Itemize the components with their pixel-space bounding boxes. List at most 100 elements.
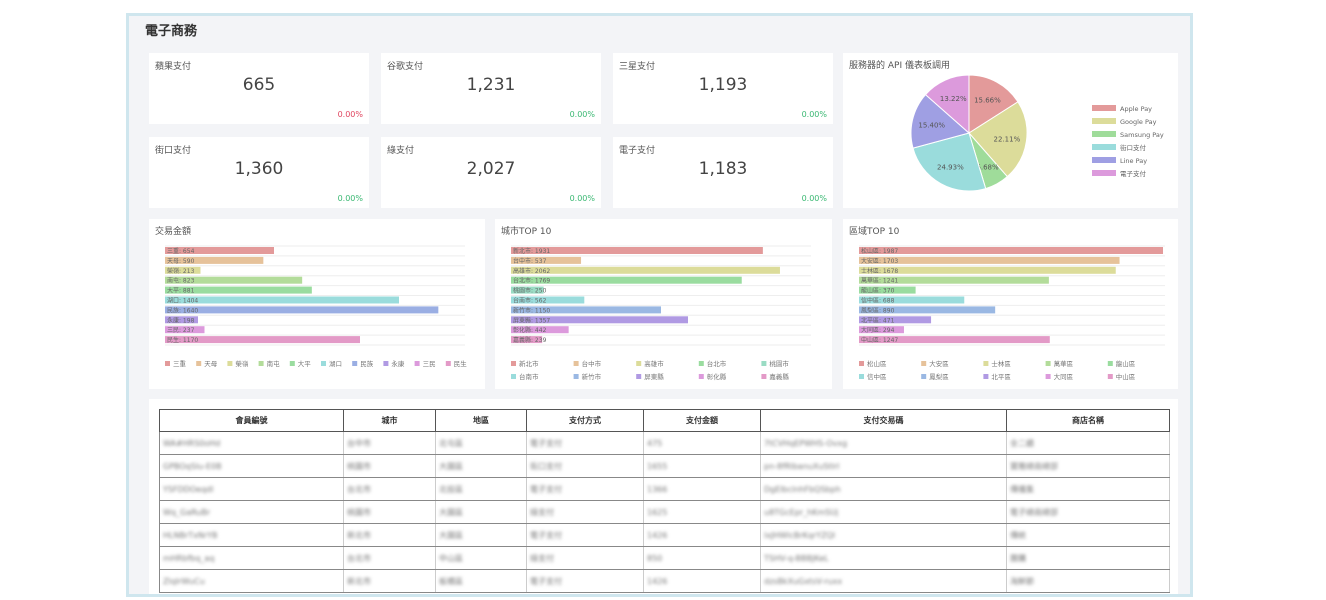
district-bar-chart: 松山區: 1987 大安區: 1703 士林區: 1678 萬華區: 1241 龍山區:… xyxy=(859,245,1165,381)
legend-label: Apple Pay xyxy=(1120,105,1152,113)
district-chart-title: 區域TOP 10 xyxy=(849,227,900,237)
pie-slice[interactable] xyxy=(968,101,1028,178)
table-row[interactable]: mHRbfbq_aq 台北市 中山區 綠支付 850 TSHV-q-BBBJKeL 團購 xyxy=(159,546,1170,570)
legend-label: 士林區 xyxy=(991,359,1011,368)
cell-text: 海鮮節 xyxy=(1010,576,1034,586)
cell-payment-method: 電子支付 xyxy=(526,431,644,455)
bar[interactable] xyxy=(511,247,763,254)
legend-swatch xyxy=(1045,374,1051,379)
table-row[interactable]: GPBOqSlu-E0B 桃園市 大園區 街口支付 1655 pn-8fRlbanuXuS… xyxy=(159,454,1170,478)
legend-label: 街口支付 xyxy=(1120,143,1147,152)
pie-slice[interactable] xyxy=(968,74,1019,134)
table-row[interactable]: HLNBrTxNrYB 新北市 大園區 電子支付 1426 lxJHWlcBrKqrYZQ… xyxy=(159,523,1170,547)
pie-slice[interactable] xyxy=(910,93,971,149)
bar-label: 北平區: 471 xyxy=(861,316,895,324)
bar[interactable] xyxy=(859,266,1116,274)
bar-label: 三重: 654 xyxy=(167,247,195,255)
bar[interactable] xyxy=(859,276,1049,284)
cell-payment-method: 電子支付 xyxy=(526,569,644,593)
legend-label: 台中市 xyxy=(582,359,602,368)
cell-text: 板橋區 xyxy=(439,576,463,586)
header-member-id[interactable]: 會員編號 xyxy=(159,409,344,432)
cell-text: 新北市 xyxy=(347,576,371,586)
header-city[interactable]: 城市 xyxy=(343,409,436,432)
cell-text: 大園區 xyxy=(439,507,463,517)
cell-city: 台北市 xyxy=(343,546,436,570)
legend-label: 天母 xyxy=(204,360,218,368)
bar[interactable] xyxy=(165,266,201,274)
bar[interactable] xyxy=(165,306,439,314)
stat-pct: 0.00% xyxy=(337,194,363,203)
bar[interactable] xyxy=(511,316,688,324)
legend-swatch xyxy=(414,361,420,366)
cell-text: 850 xyxy=(647,553,663,563)
cell-text: HLNBrTxNrYB xyxy=(163,530,218,540)
cell-transaction-code: DgElbclnhFbQSbph xyxy=(760,477,1007,501)
legend-swatch xyxy=(383,361,389,366)
stat-value: 2,027 xyxy=(466,159,516,179)
table-row[interactable]: YSFDDOeqdl 台北市 北投區 電子支付 1366 DgElbclnhFbQSbph… xyxy=(159,477,1170,501)
bar[interactable] xyxy=(511,336,543,344)
cell-amount: 1655 xyxy=(643,454,761,478)
cell-text: TSHV-q-BBBJKeL xyxy=(764,553,829,563)
bar[interactable] xyxy=(165,296,399,304)
cell-store-name: 全二續 xyxy=(1006,431,1170,455)
bar[interactable] xyxy=(511,326,569,334)
bar[interactable] xyxy=(165,286,312,294)
bar[interactable] xyxy=(859,336,1050,344)
bar[interactable] xyxy=(511,306,661,314)
bar[interactable] xyxy=(859,306,996,314)
pie-slice[interactable] xyxy=(924,74,970,135)
pie-slice-label: 15.66% xyxy=(974,96,1001,104)
bar[interactable] xyxy=(165,316,198,324)
bar[interactable] xyxy=(511,276,742,284)
bar-label: 南屯: 823 xyxy=(167,277,195,285)
amount-chart-card: 交易金額 三重: 654 天母: 590 榮嶺: 213 南屯: 823 大平: 881… xyxy=(149,219,485,389)
cell-text: 7tCVHqEPWHS-Ovxg xyxy=(764,438,848,448)
cell-payment-method: 電子支付 xyxy=(526,523,644,547)
pie-chart: 15.66% Apple Pay 22.11% Google Pay 6.68% Sams… xyxy=(910,74,1164,192)
legend-swatch xyxy=(983,374,989,379)
header-payment-amount[interactable]: 支付金額 xyxy=(643,409,761,432)
cell-district: 北屯區 xyxy=(435,431,527,455)
pie-slice[interactable] xyxy=(912,132,987,192)
header-payment-method[interactable]: 支付方式 xyxy=(526,409,644,432)
cell-city: 台北市 xyxy=(343,477,436,501)
bar[interactable] xyxy=(165,336,360,344)
bar[interactable] xyxy=(859,326,904,334)
header-district[interactable]: 地區 xyxy=(435,409,527,432)
cell-member-id: Wq_GaRuBr xyxy=(159,500,344,524)
bar[interactable] xyxy=(511,296,585,304)
bar[interactable] xyxy=(165,256,264,264)
bar[interactable] xyxy=(859,316,932,324)
stat-value: 665 xyxy=(242,75,276,95)
pie-slice-label: 6.68% xyxy=(976,163,999,171)
bar[interactable] xyxy=(511,266,780,274)
bar-label: 永康: 198 xyxy=(167,316,195,324)
table-row[interactable]: WA#HRS0oHd 台中市 北屯區 電子支付 475 7tCVHqEPWHS-Ovxg 全… xyxy=(159,431,1170,455)
legend-swatch xyxy=(1092,157,1116,163)
cell-store-name: 電子總商總部 xyxy=(1006,500,1170,524)
bar[interactable] xyxy=(165,247,274,254)
cell-city: 台中市 xyxy=(343,431,436,455)
cell-district: 北投區 xyxy=(435,477,527,501)
table-row[interactable]: ZlqIrWuCu 新北市 板橋區 電子支付 1426 dzsBkXuGxtsV-ruxx… xyxy=(159,569,1170,593)
bar-label: 屏東縣: 1357 xyxy=(513,316,550,324)
bar[interactable] xyxy=(511,256,582,264)
bar[interactable] xyxy=(859,286,916,294)
bar[interactable] xyxy=(165,276,303,284)
header-transaction-code[interactable]: 支付交易碼 xyxy=(760,409,1007,432)
legend-swatch xyxy=(258,361,264,366)
table-row[interactable]: Wq_GaRuBr 桃園市 大園區 綠支付 1625 u8TGcEpr_hKmSUj 電子總… xyxy=(159,500,1170,524)
bar[interactable] xyxy=(859,247,1164,254)
pie-chart-title: 服務器的 API 儀表板調用 xyxy=(849,61,950,71)
bar[interactable] xyxy=(511,286,544,294)
legend-swatch xyxy=(921,361,927,366)
cell-text: pn-8fRlbanuXuStlrl xyxy=(764,461,840,471)
bar[interactable] xyxy=(859,296,965,304)
header-store-name[interactable]: 商店名稱 xyxy=(1006,409,1170,432)
bar[interactable] xyxy=(165,326,205,334)
bar[interactable] xyxy=(859,256,1120,264)
cell-text: 475 xyxy=(647,438,663,448)
stat-value: 1,183 xyxy=(698,159,748,179)
